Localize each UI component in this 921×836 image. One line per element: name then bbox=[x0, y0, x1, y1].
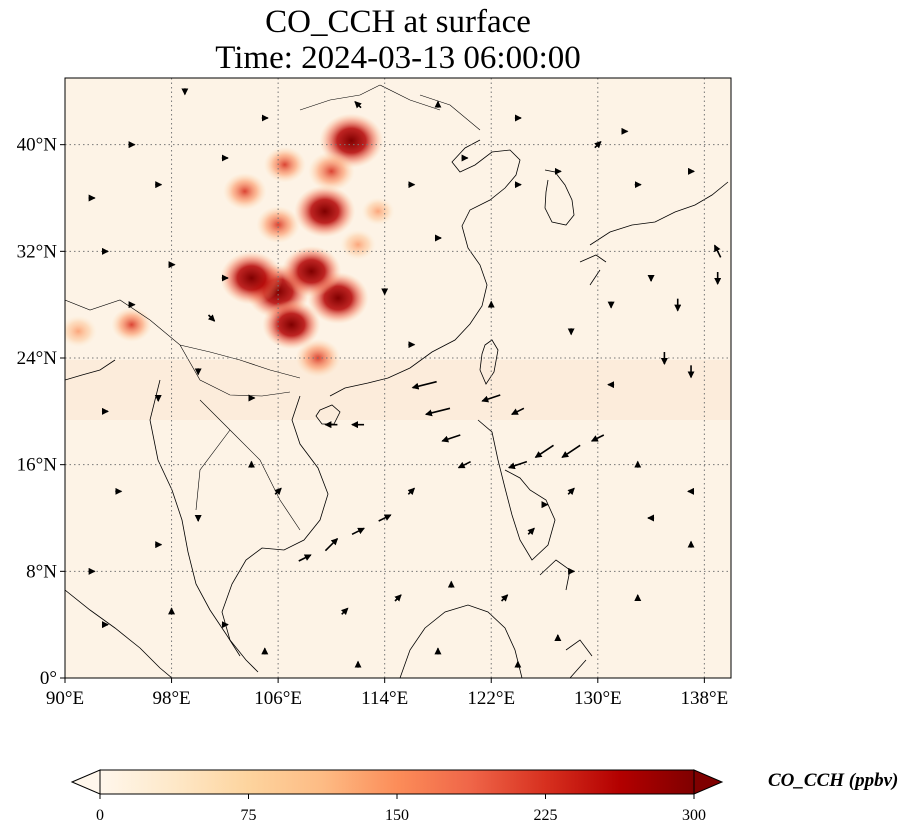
concentration-hotspot bbox=[281, 246, 342, 297]
colorbar-tick-label: 150 bbox=[385, 807, 409, 824]
wind-arrow bbox=[590, 434, 605, 442]
colorbar-tick-label: 225 bbox=[534, 807, 558, 824]
gridlines bbox=[65, 78, 731, 678]
coastline-china bbox=[329, 139, 521, 397]
wind-arrow bbox=[394, 594, 402, 602]
latitude-tick-labels: 0° 8°N 16°N 24°N 32°N 40°N bbox=[17, 135, 65, 689]
latitude-tick-label: 32°N bbox=[17, 241, 58, 262]
concentration-hotspot bbox=[361, 197, 395, 226]
coastline-bay-of-bengal bbox=[65, 359, 116, 381]
longitude-tick-label: 138°E bbox=[681, 688, 729, 709]
latitude-tick-label: 8°N bbox=[26, 561, 57, 582]
concentration-hotspot bbox=[294, 185, 356, 238]
wind-arrow bbox=[561, 444, 581, 458]
concentration-hotspot bbox=[220, 251, 283, 305]
wind-arrow bbox=[424, 407, 451, 417]
coastline-malay-thai bbox=[149, 379, 241, 657]
colorbar-ticks: 0 75 150 225 300 bbox=[96, 794, 706, 824]
coastline-sulawesi bbox=[565, 639, 593, 678]
wind-arrow bbox=[457, 460, 471, 469]
longitude-tick-label: 90°E bbox=[46, 688, 84, 709]
longitude-tick-labels: 90°E 98°E 106°E 114°E 122°E 130°E 138°E bbox=[46, 678, 728, 709]
latitude-tick-label: 24°N bbox=[17, 348, 58, 369]
concentration-hotspot bbox=[111, 307, 152, 342]
wind-arrow bbox=[378, 514, 392, 522]
concentration-field bbox=[65, 113, 395, 378]
wind-arrow bbox=[351, 527, 365, 536]
wind-arrow bbox=[567, 487, 575, 496]
map-frame bbox=[64, 77, 732, 679]
longitude-tick-label: 106°E bbox=[254, 688, 302, 709]
coastline-japan bbox=[579, 181, 729, 286]
concentration-hotspot bbox=[308, 151, 355, 192]
latitude-tick-label: 16°N bbox=[17, 455, 58, 476]
longitude-tick-label: 122°E bbox=[467, 688, 515, 709]
colorbar-tick-label: 300 bbox=[682, 807, 706, 824]
wind-arrow bbox=[207, 314, 216, 322]
wind-arrow bbox=[534, 444, 554, 458]
colorbar-tick-label: 75 bbox=[241, 807, 257, 824]
colorbar-gradient bbox=[100, 770, 694, 794]
coastline-borders bbox=[65, 84, 481, 531]
wind-arrow bbox=[594, 140, 602, 149]
coastlines bbox=[65, 84, 729, 678]
coastline-taiwan bbox=[479, 339, 499, 385]
wind-arrow bbox=[407, 487, 416, 496]
coastline-philippines bbox=[477, 419, 571, 591]
faint-plume-band bbox=[65, 360, 731, 420]
colorbar: 0 75 150 225 300 bbox=[70, 769, 724, 824]
wind-arrow bbox=[713, 244, 722, 258]
latitude-tick-label: 40°N bbox=[17, 135, 58, 156]
colorbar-label: CO_CCH (ppbv) bbox=[768, 770, 899, 791]
concentration-hotspot bbox=[262, 299, 321, 350]
concentration-hotspot bbox=[223, 172, 267, 210]
wind-arrow bbox=[510, 407, 525, 416]
colorbar-tick-label: 0 bbox=[96, 807, 104, 824]
wind-vectors bbox=[88, 88, 722, 668]
coastline-borneo bbox=[399, 604, 523, 678]
concentration-hotspot bbox=[263, 146, 306, 183]
wind-arrow bbox=[441, 434, 461, 443]
wind-arrow bbox=[507, 460, 528, 470]
wind-arrow bbox=[500, 594, 509, 602]
map-subtitle-time: Time: 2024-03-13 06:00:00 bbox=[215, 40, 581, 76]
coastline-korea bbox=[544, 169, 575, 226]
longitude-tick-label: 98°E bbox=[152, 688, 190, 709]
coastline-sumatra bbox=[65, 589, 173, 678]
coastline-indochina bbox=[221, 395, 329, 673]
latitude-tick-label: 0° bbox=[40, 668, 57, 689]
concentration-hotspot bbox=[65, 315, 98, 348]
concentration-hotspot bbox=[339, 229, 377, 261]
wind-arrow bbox=[354, 100, 362, 109]
longitude-tick-label: 114°E bbox=[361, 688, 408, 709]
wind-arrow bbox=[324, 537, 339, 552]
longitude-tick-label: 130°E bbox=[574, 688, 622, 709]
wind-arrow bbox=[411, 380, 437, 390]
wind-arrow bbox=[298, 554, 312, 562]
concentration-hotspot bbox=[256, 206, 300, 244]
colorbar-extend-low bbox=[70, 769, 101, 795]
wind-arrow bbox=[527, 527, 535, 536]
map-title: CO_CCH at surface bbox=[265, 4, 531, 40]
wind-arrow bbox=[481, 394, 501, 403]
colorbar-extend-high bbox=[693, 769, 724, 795]
wind-arrow bbox=[341, 607, 349, 616]
wind-arrow bbox=[274, 487, 282, 496]
